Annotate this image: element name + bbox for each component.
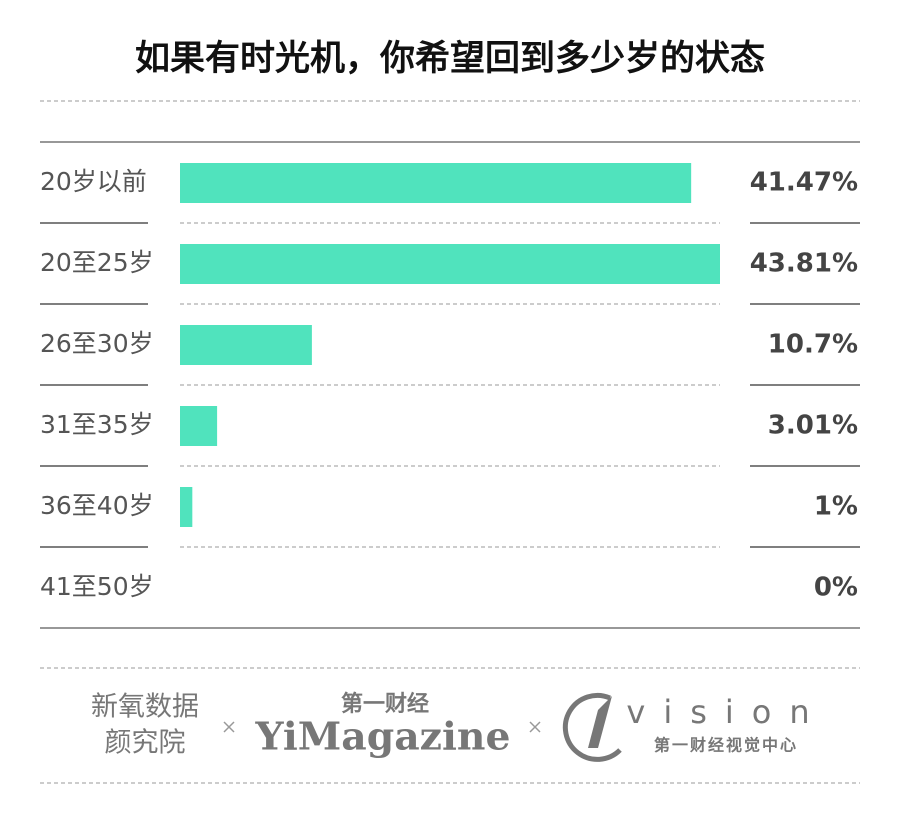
- bar: [180, 163, 692, 203]
- logo-text: 第一财经: [341, 691, 429, 717]
- separator-icon: [529, 721, 541, 733]
- value-label: 43.81%: [750, 249, 858, 279]
- category-label: 20岁以前: [40, 167, 147, 196]
- logo-text: YiMagazine: [254, 714, 510, 759]
- value-label: 10.7%: [768, 330, 858, 360]
- logo-text: 颜究院: [105, 728, 186, 759]
- logo-text: 新氧数据: [91, 692, 199, 723]
- value-label: 3.01%: [768, 411, 858, 441]
- category-label: 36至40岁: [40, 491, 154, 520]
- category-label: 20至25岁: [40, 248, 154, 277]
- category-label: 26至30岁: [40, 329, 154, 358]
- logo-text: 第一财经视觉中心: [654, 736, 798, 755]
- value-label: 0%: [814, 573, 858, 603]
- value-label: 1%: [814, 492, 858, 522]
- separator-icon: [223, 721, 235, 733]
- bar: [180, 325, 312, 365]
- bar: [180, 406, 218, 446]
- bar: [180, 244, 720, 284]
- category-label: 41至50岁: [40, 572, 154, 601]
- value-label: 41.47%: [750, 168, 858, 198]
- bar: [180, 487, 193, 527]
- logo-text: vision: [626, 693, 827, 731]
- chart-title: 如果有时光机，你希望回到多少岁的状态: [135, 39, 765, 79]
- category-label: 31至35岁: [40, 410, 154, 439]
- vision-logo-mark: [562, 692, 622, 762]
